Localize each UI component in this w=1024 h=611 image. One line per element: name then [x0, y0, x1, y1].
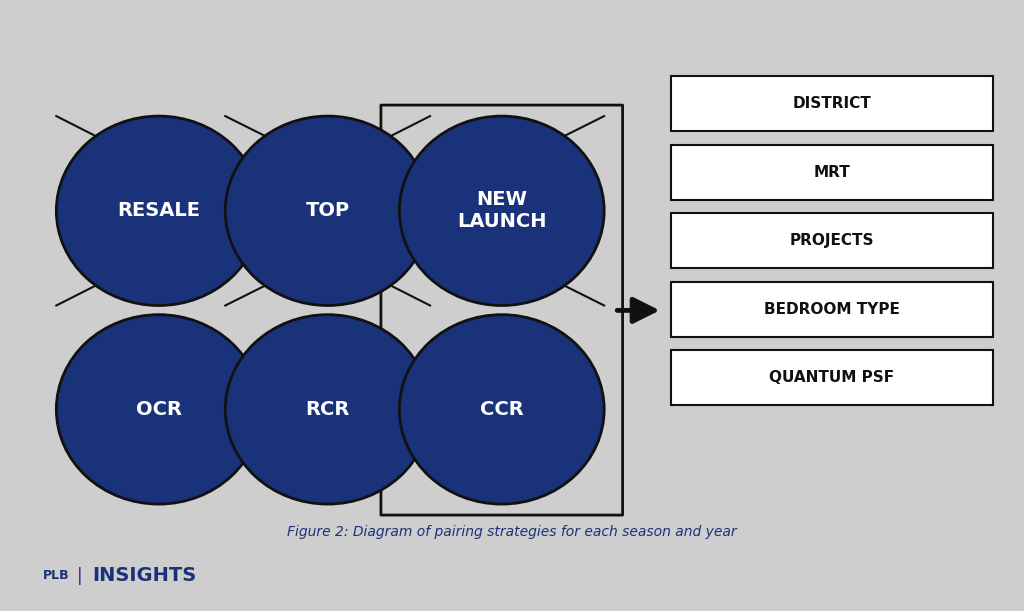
Text: QUANTUM PSF: QUANTUM PSF	[769, 370, 895, 385]
Text: CCR: CCR	[480, 400, 523, 419]
Text: MRT: MRT	[814, 165, 850, 180]
Text: INSIGHTS: INSIGHTS	[92, 566, 197, 585]
Ellipse shape	[399, 116, 604, 306]
Text: RESALE: RESALE	[117, 201, 201, 221]
Text: NEW
LAUNCH: NEW LAUNCH	[457, 190, 547, 232]
Text: PLB: PLB	[43, 569, 70, 582]
Text: Figure 2: Diagram of pairing strategies for each season and year: Figure 2: Diagram of pairing strategies …	[287, 525, 737, 538]
Bar	[671, 213, 993, 268]
Text: BEDROOM TYPE: BEDROOM TYPE	[764, 302, 900, 316]
Bar	[671, 76, 993, 131]
Text: |: |	[77, 566, 82, 585]
Bar	[671, 145, 993, 200]
Text: TOP: TOP	[305, 201, 350, 221]
Ellipse shape	[225, 116, 430, 306]
Bar	[671, 282, 993, 337]
Ellipse shape	[56, 315, 261, 504]
Ellipse shape	[399, 315, 604, 504]
Ellipse shape	[225, 315, 430, 504]
Ellipse shape	[56, 116, 261, 306]
Text: PROJECTS: PROJECTS	[790, 233, 874, 248]
Text: OCR: OCR	[136, 400, 181, 419]
Text: RCR: RCR	[305, 400, 350, 419]
Bar	[671, 350, 993, 405]
Text: DISTRICT: DISTRICT	[793, 97, 871, 111]
